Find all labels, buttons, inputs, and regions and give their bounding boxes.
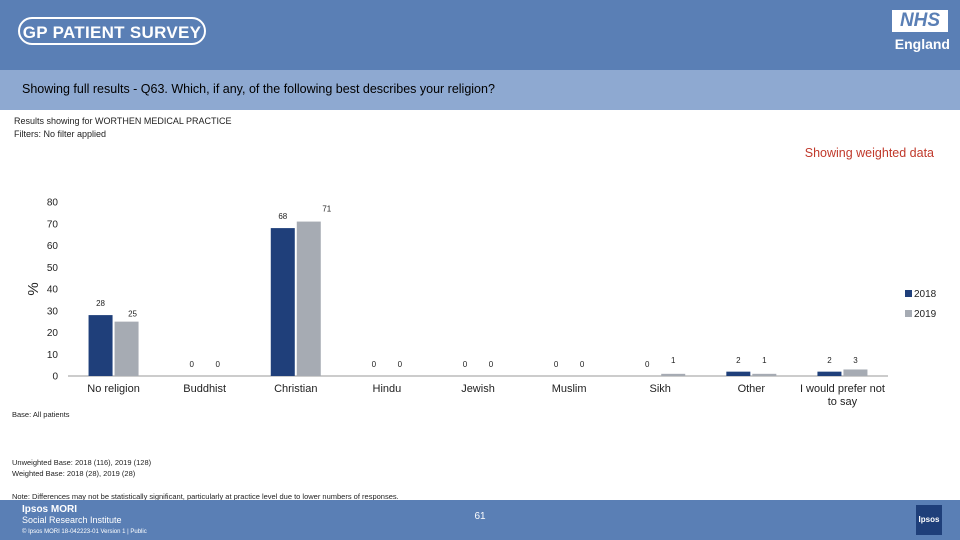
y-tick-label: 30 bbox=[47, 306, 59, 317]
results-for-label: Results showing for WORTHEN MEDICAL PRAC… bbox=[14, 116, 232, 126]
question-title: Showing full results - Q63. Which, if an… bbox=[22, 82, 495, 96]
bar-2018 bbox=[270, 228, 295, 376]
bar-2019 bbox=[114, 321, 139, 376]
y-tick-label: 50 bbox=[47, 263, 59, 274]
category-label: I would prefer not bbox=[800, 383, 885, 395]
category-label: Other bbox=[738, 383, 766, 395]
unweighted-base-note: Unweighted Base: 2018 (116), 2019 (128) bbox=[12, 458, 152, 467]
weighted-data-label: Showing weighted data bbox=[804, 146, 934, 160]
bar-2019 bbox=[296, 221, 321, 376]
data-label: 2 bbox=[736, 356, 741, 365]
ipsos-mori-logo: Ipsos MORI bbox=[22, 504, 78, 515]
copyright-text: © Ipsos MORI 18-042223-01 Version 1 | Pu… bbox=[22, 529, 147, 535]
nhs-logo: NHS bbox=[892, 10, 948, 32]
y-tick-label: 20 bbox=[47, 328, 59, 339]
bar-2019 bbox=[752, 373, 777, 376]
category-label: Hindu bbox=[373, 383, 402, 395]
data-label: 1 bbox=[762, 356, 767, 365]
y-tick-label: 80 bbox=[47, 198, 59, 209]
data-label: 25 bbox=[128, 310, 137, 319]
legend-label: 2018 bbox=[914, 289, 937, 300]
category-label: Christian bbox=[274, 383, 317, 395]
bar-2018 bbox=[88, 315, 113, 376]
disclaimer-note: Note: Differences may not be statistical… bbox=[12, 492, 399, 501]
base-note: Base: All patients bbox=[12, 410, 70, 419]
y-tick-label: 70 bbox=[47, 219, 59, 230]
data-label: 0 bbox=[554, 360, 559, 369]
data-label: 3 bbox=[853, 356, 858, 365]
page-number: 61 bbox=[474, 511, 486, 522]
bar-2019 bbox=[843, 369, 868, 376]
y-tick-label: 10 bbox=[47, 350, 59, 361]
data-label: 0 bbox=[463, 360, 468, 369]
weighted-base-note: Weighted Base: 2018 (28), 2019 (28) bbox=[12, 469, 136, 478]
y-axis-label: % bbox=[25, 282, 42, 295]
category-label: Muslim bbox=[552, 383, 587, 395]
data-label: 0 bbox=[215, 360, 220, 369]
legend-label: 2019 bbox=[914, 309, 937, 320]
bar-2018 bbox=[726, 371, 751, 376]
bar-2018 bbox=[817, 371, 842, 376]
bar-2019 bbox=[661, 373, 686, 376]
legend-swatch bbox=[905, 290, 912, 297]
data-label: 68 bbox=[278, 212, 287, 221]
category-label: No religion bbox=[87, 383, 140, 395]
category-label: Buddhist bbox=[183, 383, 226, 395]
header-banner: GP PATIENT SURVEY NHS England bbox=[0, 0, 960, 70]
category-label: Sikh bbox=[650, 383, 671, 395]
data-label: 0 bbox=[489, 360, 494, 369]
data-label: 28 bbox=[96, 299, 105, 308]
data-label: 2 bbox=[827, 356, 832, 365]
ipsos-logo-icon: Ipsos bbox=[916, 505, 942, 535]
data-label: 0 bbox=[189, 360, 194, 369]
data-label: 0 bbox=[580, 360, 585, 369]
category-label: Jewish bbox=[461, 383, 495, 395]
sri-label: Social Research Institute bbox=[22, 515, 122, 525]
data-label: 0 bbox=[645, 360, 650, 369]
nhs-region-label: England bbox=[894, 36, 950, 52]
data-label: 1 bbox=[671, 356, 676, 365]
data-label: 0 bbox=[372, 360, 377, 369]
data-label: 0 bbox=[398, 360, 403, 369]
y-tick-label: 40 bbox=[47, 285, 59, 296]
legend-swatch bbox=[905, 310, 912, 317]
filters-label: Filters: No filter applied bbox=[14, 129, 107, 139]
footer-bar: Ipsos MORI Social Research Institute © I… bbox=[0, 500, 960, 540]
data-label: 71 bbox=[322, 205, 331, 214]
question-banner: Showing full results - Q63. Which, if an… bbox=[0, 70, 960, 110]
y-tick-label: 60 bbox=[47, 241, 59, 252]
category-label: to say bbox=[828, 396, 858, 408]
y-tick-label: 0 bbox=[52, 372, 58, 383]
survey-logo: GP PATIENT SURVEY bbox=[18, 17, 206, 45]
